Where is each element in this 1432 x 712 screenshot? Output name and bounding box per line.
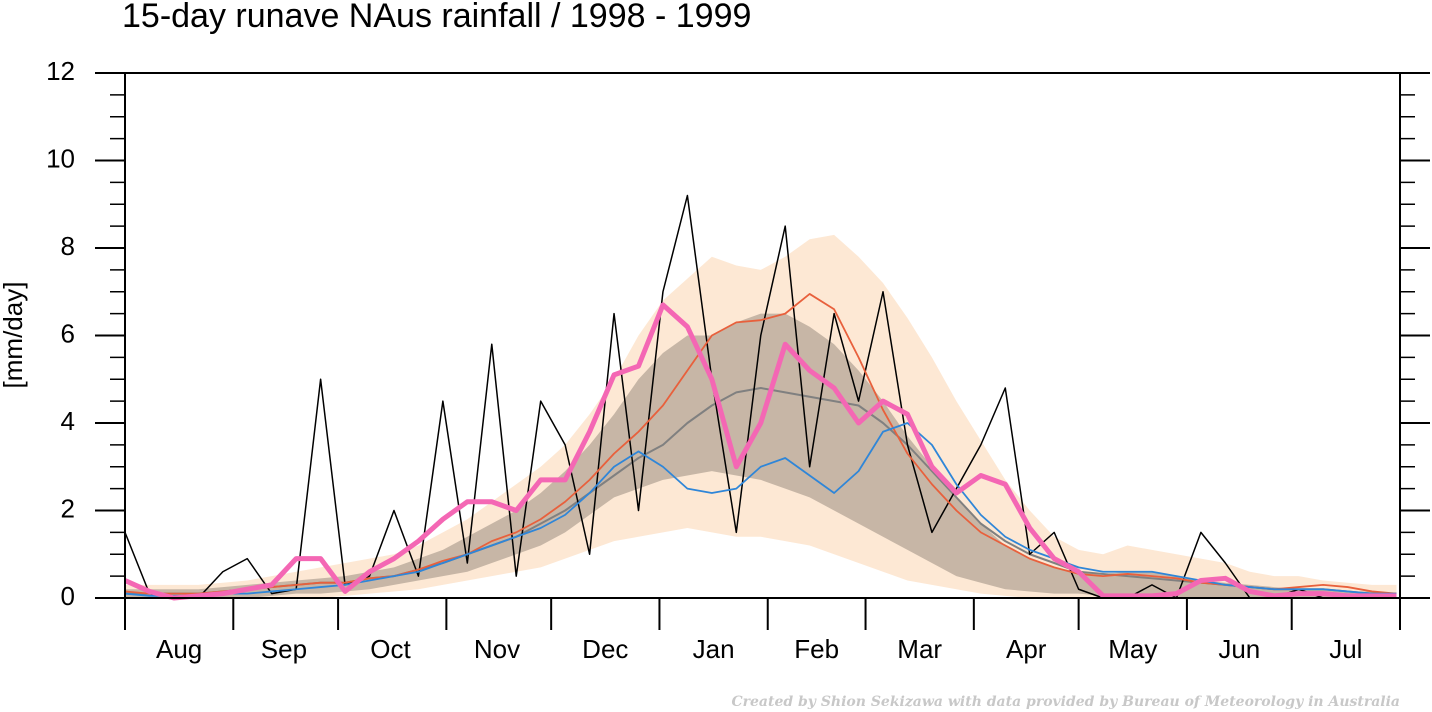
x-tick-label: Aug: [156, 634, 202, 664]
y-tick-label: 10: [46, 143, 75, 173]
x-tick-label: Oct: [370, 634, 411, 664]
x-tick-label: Mar: [897, 634, 942, 664]
x-tick-label: Dec: [582, 634, 628, 664]
y-axis-label: [mm/day]: [0, 282, 28, 389]
y-tick-label: 2: [61, 493, 75, 523]
band: [125, 313, 1397, 598]
x-tick-label: Jul: [1329, 634, 1362, 664]
series-line: [123, 302, 1397, 601]
y-tick-label: 6: [61, 318, 75, 348]
x-tick-label: Nov: [474, 634, 520, 664]
x-tick-label: Jun: [1218, 634, 1260, 664]
y-tick-label: 4: [61, 406, 75, 436]
credit: Created by Shion Sekizawa with data prov…: [731, 694, 1400, 710]
chart-title: 15-day runave NAus rainfall / 1998 - 199…: [122, 0, 751, 35]
x-tick-label: Apr: [1006, 634, 1047, 664]
x-tick-label: Sep: [261, 634, 307, 664]
series-line: [124, 194, 1397, 599]
series-line: [124, 422, 1397, 597]
x-tick-label: May: [1108, 634, 1157, 664]
y-tick-label: 8: [61, 231, 75, 261]
x-tick-label: Jan: [693, 634, 735, 664]
y-tick-label: 12: [46, 56, 75, 86]
y-tick-label: 0: [61, 581, 75, 611]
x-tick-label: Feb: [794, 634, 839, 664]
